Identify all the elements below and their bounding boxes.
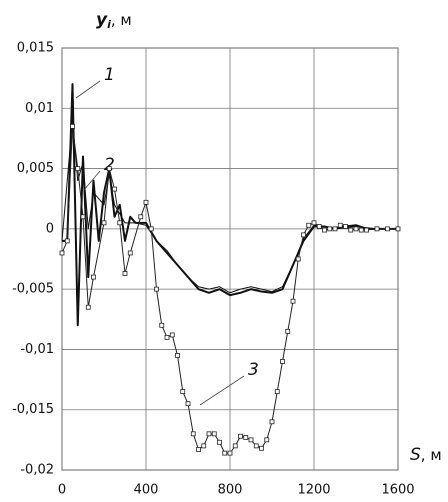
marker: [227, 450, 233, 456]
marker: [385, 226, 390, 232]
leader-line: [199, 375, 245, 406]
marker: [159, 322, 165, 328]
x-tick-label: 1200: [297, 483, 330, 498]
y-tick-label: 0: [46, 221, 54, 236]
marker: [112, 186, 117, 192]
marker: [238, 433, 243, 439]
series-line: [61, 119, 398, 294]
marker: [253, 443, 259, 449]
marker: [80, 214, 86, 220]
marker: [311, 220, 317, 226]
marker: [59, 250, 65, 256]
marker: [332, 226, 338, 232]
x-tick-label: 400: [134, 483, 159, 498]
marker: [248, 437, 254, 443]
marker: [306, 222, 312, 228]
y-symbol: y: [96, 10, 108, 30]
marker: [301, 232, 306, 238]
marker: [211, 431, 217, 437]
y-subscript: i: [107, 18, 111, 31]
marker: [285, 328, 291, 334]
marker: [201, 443, 207, 449]
marker: [64, 238, 70, 244]
marker: [358, 227, 364, 233]
marker: [154, 286, 159, 292]
marker: [395, 226, 401, 232]
marker: [180, 389, 186, 395]
marker: [348, 227, 354, 233]
marker: [322, 227, 327, 233]
marker: [138, 214, 144, 220]
y-tick-label: -0,02: [20, 463, 54, 478]
x-symbol: S: [410, 445, 421, 465]
marker: [295, 256, 301, 262]
marker: [127, 250, 133, 256]
marker: [122, 271, 128, 276]
marker: [85, 304, 91, 310]
x-unit: , м: [421, 446, 442, 464]
marker: [327, 226, 333, 232]
x-tick-label: 0: [58, 483, 66, 498]
marker: [148, 226, 154, 232]
marker: [222, 450, 228, 456]
series-label: 1: [104, 65, 115, 85]
marker: [364, 227, 369, 233]
y-unit: , м: [111, 11, 132, 29]
marker: [169, 332, 175, 338]
marker: [343, 224, 348, 229]
marker: [70, 123, 75, 129]
y-axis-label: yi, м: [96, 10, 132, 31]
x-tick-label: 1600: [381, 483, 414, 498]
marker: [164, 334, 170, 340]
marker: [274, 389, 280, 395]
marker: [337, 222, 343, 228]
y-tick-label: 0,01: [25, 101, 54, 116]
series-label: 3: [248, 360, 259, 380]
marker: [217, 439, 222, 445]
marker: [374, 226, 380, 232]
y-tick-label: 0,005: [17, 161, 54, 176]
marker: [264, 437, 270, 443]
marker: [106, 166, 112, 171]
y-tick-label: -0,015: [12, 402, 54, 417]
marker: [259, 445, 264, 451]
marker: [232, 443, 238, 449]
y-tick-label: -0,01: [20, 342, 54, 357]
marker: [117, 220, 123, 226]
marker: [243, 435, 249, 440]
marker: [206, 431, 212, 437]
leader-line: [75, 80, 101, 99]
x-tick-label: 800: [218, 483, 243, 498]
y-tick-label: 0,015: [17, 41, 54, 56]
marker: [143, 199, 149, 205]
marker: [101, 220, 107, 226]
marker: [91, 274, 96, 280]
marker: [196, 447, 201, 452]
marker: [185, 401, 191, 407]
marker: [316, 224, 322, 229]
marker: [280, 359, 285, 364]
x-axis-label: S, м: [410, 445, 442, 465]
series-label: 2: [104, 155, 115, 175]
marker: [353, 226, 359, 232]
leader-line: [83, 170, 101, 191]
marker: [75, 166, 81, 171]
marker: [269, 419, 275, 425]
y-tick-label: -0,005: [12, 282, 54, 297]
marker: [190, 431, 196, 437]
marker: [175, 353, 180, 358]
marker: [290, 298, 296, 304]
